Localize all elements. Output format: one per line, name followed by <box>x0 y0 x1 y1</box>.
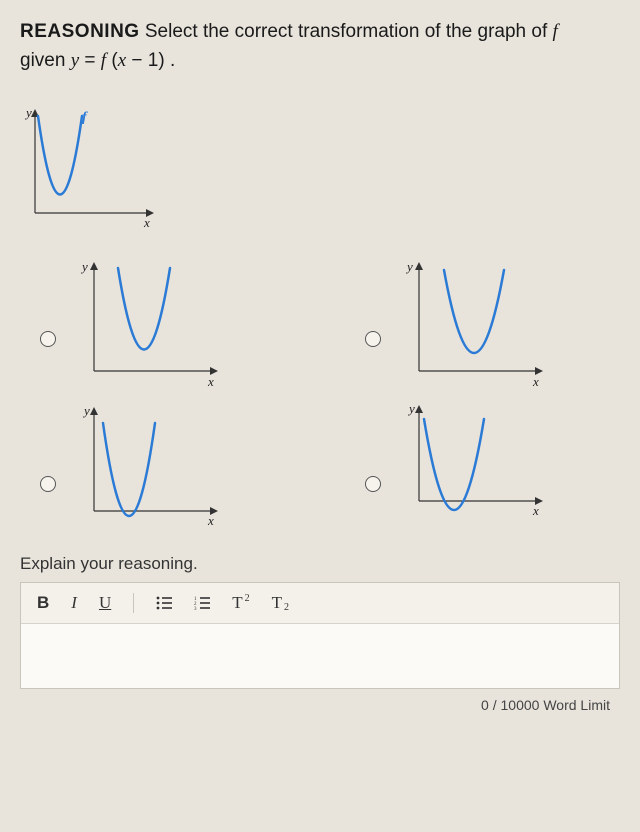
bullet-list-button[interactable] <box>156 596 172 610</box>
editor-toolbar: B I U 1 2 3 T2 T2 <box>21 583 619 624</box>
superscript-button[interactable]: T2 <box>232 593 249 613</box>
word-count-max: 10000 <box>501 697 540 713</box>
radio-a[interactable] <box>40 331 56 347</box>
svg-text:3: 3 <box>194 607 197 610</box>
option-a[interactable]: y x <box>40 256 295 391</box>
option-c[interactable]: y x <box>40 401 295 536</box>
eq-minus: − 1 <box>126 50 158 71</box>
x-axis-label: x <box>143 215 150 230</box>
svg-text:y: y <box>405 259 413 274</box>
eq-x: x <box>118 50 126 71</box>
underline-button[interactable]: U <box>99 593 111 613</box>
heading-f: f <box>553 21 558 42</box>
editor-textarea[interactable] <box>21 624 619 688</box>
option-b-graph: y x <box>399 256 549 391</box>
eq-eq: = <box>79 50 101 71</box>
explain-label: Explain your reasoning. <box>20 554 620 574</box>
heading-tag: REASONING <box>20 21 140 42</box>
svg-text:x: x <box>532 374 539 389</box>
toolbar-separator <box>133 593 134 613</box>
word-limit: 0 / 10000 Word Limit <box>20 689 620 713</box>
heading-given: given <box>20 50 71 71</box>
svg-text:y: y <box>80 259 88 274</box>
svg-text:x: x <box>532 503 539 518</box>
question-heading: REASONING Select the correct transformat… <box>20 18 620 75</box>
y-axis-label: y <box>24 105 32 120</box>
option-c-graph: y x <box>74 401 224 536</box>
rich-text-editor: B I U 1 2 3 T2 T2 <box>20 582 620 689</box>
svg-text:y: y <box>82 403 90 418</box>
svg-text:x: x <box>207 513 214 528</box>
svg-text:x: x <box>207 374 214 389</box>
option-a-graph: y x <box>74 256 224 391</box>
f-label: f <box>82 110 88 125</box>
option-d-graph: y x <box>399 401 549 536</box>
eq-open: ( <box>106 50 118 71</box>
eq-close: ) . <box>158 50 175 71</box>
radio-c[interactable] <box>40 476 56 492</box>
options-grid: y x y x <box>40 256 620 536</box>
numbered-list-button[interactable]: 1 2 3 <box>194 596 210 610</box>
numbered-list-icon: 1 2 3 <box>194 596 210 610</box>
eq-y: y <box>71 50 79 71</box>
option-d[interactable]: y x <box>365 401 620 536</box>
italic-button[interactable]: I <box>71 593 77 613</box>
option-b[interactable]: y x <box>365 256 620 391</box>
svg-text:y: y <box>407 401 415 416</box>
bold-button[interactable]: B <box>37 593 49 613</box>
bullet-list-icon <box>156 596 172 610</box>
radio-b[interactable] <box>365 331 381 347</box>
subscript-button[interactable]: T2 <box>272 593 289 613</box>
word-count-current: 0 <box>481 697 489 713</box>
reference-graph: y x f <box>20 103 160 233</box>
heading-rest1: Select the correct transformation of the… <box>140 21 553 42</box>
radio-d[interactable] <box>365 476 381 492</box>
